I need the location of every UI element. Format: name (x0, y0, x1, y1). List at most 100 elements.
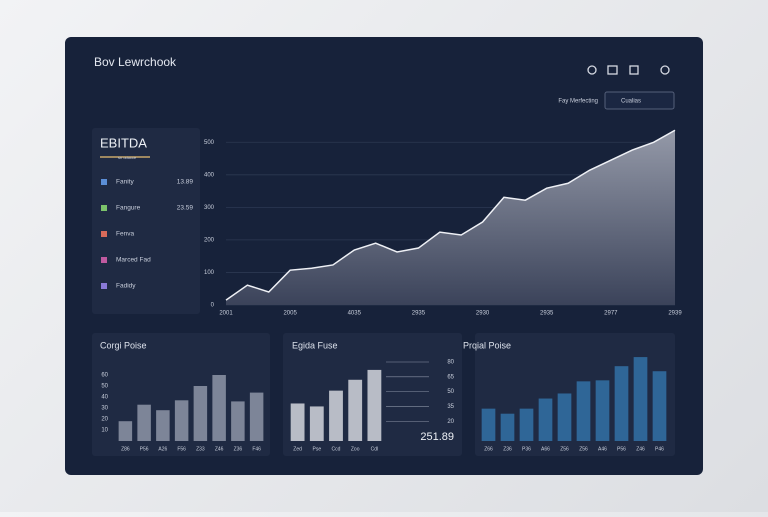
bar (348, 379, 363, 441)
y-tick-label: 20 (447, 419, 454, 425)
dashboard-title: Bov Lewrchook (94, 55, 177, 69)
x-tick-label: 2930 (476, 311, 490, 317)
x-tick-label: Z46 (636, 446, 645, 452)
item-name[interactable]: Marced Fad (116, 257, 151, 264)
bar (329, 390, 343, 441)
x-tick-label: P46 (655, 446, 664, 452)
bar (652, 371, 667, 441)
sidebar-panel (92, 128, 200, 314)
grid-icon[interactable] (629, 65, 639, 75)
item-name[interactable]: Fadidy (116, 283, 136, 290)
y-tick-label: 50 (447, 389, 454, 395)
x-tick-label: 2939 (668, 311, 682, 317)
bar (519, 408, 534, 441)
item-value: 23.59 (177, 205, 194, 212)
y-tick-label: 0 (211, 303, 215, 309)
bar (193, 386, 208, 441)
x-tick-label: P56 (617, 446, 626, 452)
search-icon[interactable] (587, 65, 597, 75)
x-tick-label: A66 (541, 446, 550, 452)
bar (500, 413, 515, 441)
x-tick-label: P56 (140, 446, 149, 452)
bar (614, 366, 629, 441)
item-icon (101, 179, 107, 185)
x-tick-label: Pse (312, 446, 321, 452)
sidebar-title: EBITDA (100, 135, 147, 150)
bar (156, 410, 170, 441)
item-value: 13.89 (177, 179, 194, 186)
y-tick-label: 30 (101, 406, 108, 412)
x-tick-label: 2935 (412, 311, 426, 317)
dropdown-value[interactable]: Cualias (621, 99, 641, 105)
x-tick-label: F46 (252, 446, 261, 452)
x-tick-label: P36 (522, 446, 531, 452)
y-tick-label: 65 (447, 374, 454, 380)
y-tick-label: 300 (204, 205, 215, 211)
x-tick-label: F56 (177, 446, 186, 452)
bar (212, 375, 226, 441)
y-tick-label: 200 (204, 237, 215, 243)
item-name[interactable]: Fangure (116, 205, 141, 212)
x-tick-label: Z33 (196, 446, 205, 452)
x-tick-label: A46 (598, 446, 607, 452)
area-line (225, 129, 676, 301)
x-tick-label: Zoo (351, 446, 360, 452)
bar (481, 408, 496, 441)
calendar-icon[interactable] (607, 65, 618, 75)
x-tick-label: Z36 (503, 446, 512, 452)
dropdown[interactable] (604, 91, 675, 110)
y-tick-label: 400 (204, 172, 215, 178)
bar (249, 392, 264, 441)
bar (367, 369, 382, 441)
item-icon (101, 231, 107, 237)
y-tick-label: 40 (101, 395, 108, 401)
x-tick-label: 2977 (604, 311, 618, 317)
y-tick-label: 80 (447, 360, 454, 366)
item-name[interactable]: Fenva (116, 231, 134, 238)
x-tick-label: 2935 (540, 311, 554, 317)
x-tick-label: Ccd (332, 446, 341, 452)
x-tick-label: 4035 (348, 311, 362, 317)
bar (557, 393, 572, 441)
y-tick-label: 50 (101, 384, 108, 390)
annotation: 251.89 (420, 431, 454, 443)
panel-title: Prqial Poise (463, 340, 511, 350)
y-tick-label: 60 (101, 373, 108, 379)
x-tick-label: Z56 (560, 446, 569, 452)
item-icon (101, 205, 107, 211)
y-tick-label: 20 (101, 417, 108, 423)
x-tick-label: Z56 (579, 446, 588, 452)
panel-title: Corgi Poise (100, 340, 147, 350)
bar (174, 400, 189, 441)
filter-label: Fay Merfecting (558, 99, 598, 105)
x-tick-label: Zed (293, 446, 302, 452)
bar (118, 421, 133, 441)
x-tick-label: 2001 (219, 311, 233, 317)
bar (137, 404, 151, 441)
x-tick-label: A26 (158, 446, 167, 452)
sidebar-subtitle: sn oducce (118, 155, 137, 160)
bar (309, 406, 324, 441)
panel-title: Egida Fuse (292, 340, 338, 350)
item-icon (101, 283, 107, 289)
x-tick-label: 2005 (283, 311, 297, 317)
x-tick-label: Z66 (484, 446, 493, 452)
bar (633, 357, 648, 441)
x-tick-label: Z46 (215, 446, 224, 452)
y-tick-label: 10 (101, 428, 108, 434)
item-icon (101, 257, 107, 263)
y-tick-label: 100 (204, 270, 215, 276)
bar (290, 403, 305, 441)
x-tick-label: Cdl (371, 446, 379, 452)
item-name[interactable]: Fanity (116, 179, 134, 186)
bar (538, 398, 553, 441)
bar (231, 401, 245, 441)
y-tick-label: 35 (447, 404, 454, 410)
bar (576, 381, 591, 441)
bar (595, 380, 610, 441)
x-tick-label: Z86 (121, 446, 130, 452)
y-tick-label: 500 (204, 140, 215, 146)
settings-icon[interactable] (660, 65, 670, 75)
x-tick-label: Z36 (234, 446, 243, 452)
